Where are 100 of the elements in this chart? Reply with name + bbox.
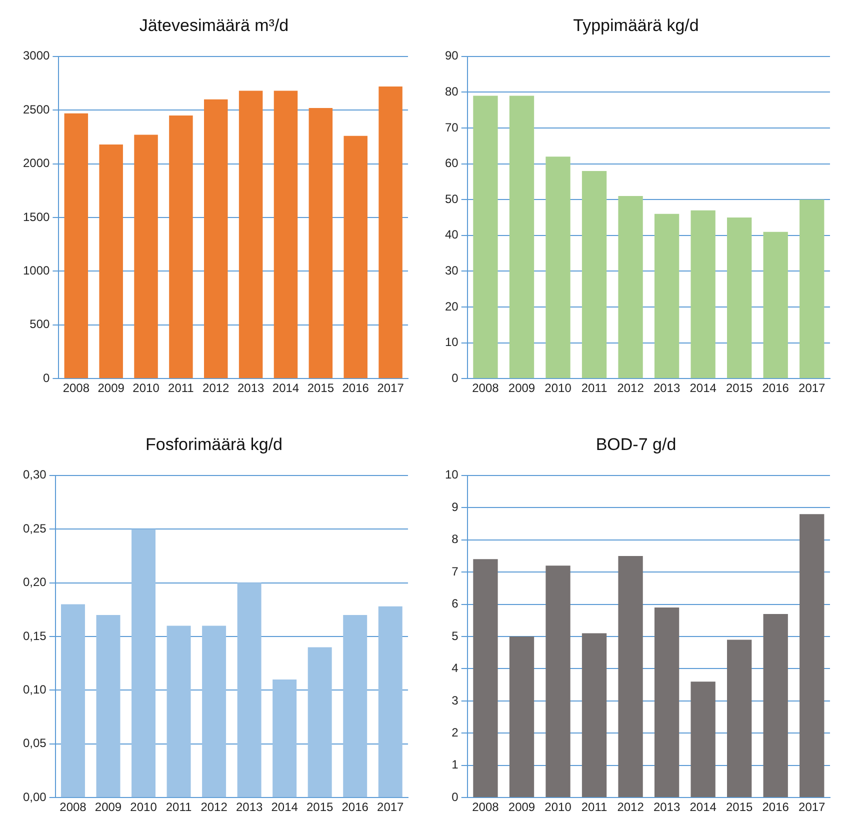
y-tick-label: 1500 <box>22 210 50 224</box>
bar <box>274 90 298 378</box>
x-tick-label: 2016 <box>342 381 370 396</box>
bar <box>308 108 333 378</box>
x-tick-label: 2014 <box>271 800 298 814</box>
x-tick-label: 2010 <box>132 381 160 396</box>
bar <box>654 608 680 798</box>
bar <box>800 200 824 378</box>
bar <box>378 606 402 798</box>
y-tick-label: 0,30 <box>22 468 47 482</box>
y-tick-label: 5 <box>452 628 459 643</box>
bar <box>763 232 788 378</box>
y-tick-label: 1000 <box>22 264 50 278</box>
bar <box>64 113 88 378</box>
bar <box>96 615 120 798</box>
bar <box>690 682 716 798</box>
bar <box>546 566 570 798</box>
x-tick-label: 2009 <box>94 800 122 814</box>
x-tick-label: 2011 <box>581 381 608 396</box>
x-tick-label: 2009 <box>508 381 536 396</box>
bar <box>546 156 570 378</box>
x-tick-label: 2012 <box>202 381 230 396</box>
y-tick-label: 2000 <box>22 156 50 170</box>
bar <box>690 210 716 378</box>
y-tick-label: 3000 <box>22 48 50 63</box>
bar <box>618 556 643 798</box>
y-tick-label: 40 <box>444 228 459 242</box>
x-tick-label: 2010 <box>544 381 572 396</box>
y-tick-label: 0,15 <box>22 628 47 643</box>
bar <box>582 170 607 378</box>
y-tick-label: 10 <box>444 468 459 482</box>
y-tick-label: 0 <box>452 370 459 385</box>
y-tick-label: 500 <box>30 317 50 332</box>
x-tick-label: 2010 <box>544 800 572 814</box>
y-tick-label: 9 <box>452 500 459 514</box>
y-tick-label: 0 <box>452 790 459 804</box>
chart-title: BOD-7 g/d <box>596 434 676 454</box>
x-tick-label: 2015 <box>726 800 754 814</box>
bar <box>308 647 332 798</box>
bar <box>272 679 297 798</box>
x-tick-label: 2008 <box>62 381 90 396</box>
bar <box>343 615 368 798</box>
bar <box>727 218 752 378</box>
x-tick-label: 2013 <box>236 800 263 814</box>
y-tick-label: 0,00 <box>22 790 47 804</box>
x-tick-label: 2015 <box>306 800 334 814</box>
x-tick-label: 2011 <box>166 800 192 814</box>
x-tick-label: 2016 <box>762 381 790 396</box>
bar <box>473 559 498 798</box>
bar <box>202 626 226 798</box>
bar <box>763 614 788 798</box>
y-tick-label: 3 <box>452 693 459 708</box>
y-tick-label: 6 <box>452 596 459 611</box>
bar <box>727 640 752 798</box>
bar <box>344 136 368 378</box>
x-tick-label: 2011 <box>581 800 608 814</box>
x-tick-label: 2013 <box>653 800 680 814</box>
chart-title: Fosforimäärä kg/d <box>146 434 282 454</box>
y-tick-label: 50 <box>444 192 459 206</box>
bar <box>166 626 191 798</box>
bar <box>132 529 156 798</box>
y-tick-label: 60 <box>444 156 459 170</box>
x-tick-label: 2016 <box>342 800 369 814</box>
x-tick-label: 2014 <box>690 381 717 396</box>
y-tick-label: 90 <box>444 48 459 63</box>
x-tick-label: 2008 <box>472 800 500 814</box>
bar <box>654 214 680 378</box>
bar <box>237 582 262 798</box>
x-tick-label: 2015 <box>726 381 754 396</box>
x-tick-label: 2009 <box>508 800 536 814</box>
x-tick-label: 2013 <box>653 381 680 396</box>
x-tick-label: 2017 <box>798 381 826 396</box>
bar <box>800 514 824 798</box>
bar <box>169 115 193 378</box>
x-tick-label: 2012 <box>200 800 228 814</box>
y-tick-label: 70 <box>444 120 459 134</box>
y-tick-label: 8 <box>452 532 459 546</box>
x-tick-label: 2014 <box>272 381 300 396</box>
bar <box>204 99 228 378</box>
x-tick-label: 2008 <box>60 800 87 814</box>
chart-title: Jätevesimäärä m³/d <box>139 16 289 35</box>
x-tick-label: 2012 <box>617 381 644 396</box>
y-tick-label: 0,20 <box>22 575 47 590</box>
x-tick-label: 2010 <box>130 800 158 814</box>
x-tick-label: 2014 <box>690 800 717 814</box>
y-tick-label: 10 <box>444 335 459 350</box>
x-tick-label: 2011 <box>168 381 194 396</box>
x-tick-label: 2013 <box>237 381 264 396</box>
bar <box>61 604 85 798</box>
y-tick-label: 2500 <box>22 102 50 116</box>
x-tick-label: 2017 <box>377 381 404 396</box>
x-tick-label: 2016 <box>762 800 790 814</box>
y-tick-label: 7 <box>452 564 459 578</box>
y-tick-label: 20 <box>444 299 459 314</box>
bar <box>509 636 534 798</box>
bar <box>509 96 534 378</box>
y-tick-label: 2 <box>452 725 459 740</box>
bar <box>378 86 402 378</box>
x-tick-label: 2008 <box>472 381 500 396</box>
y-tick-label: 80 <box>444 84 459 99</box>
